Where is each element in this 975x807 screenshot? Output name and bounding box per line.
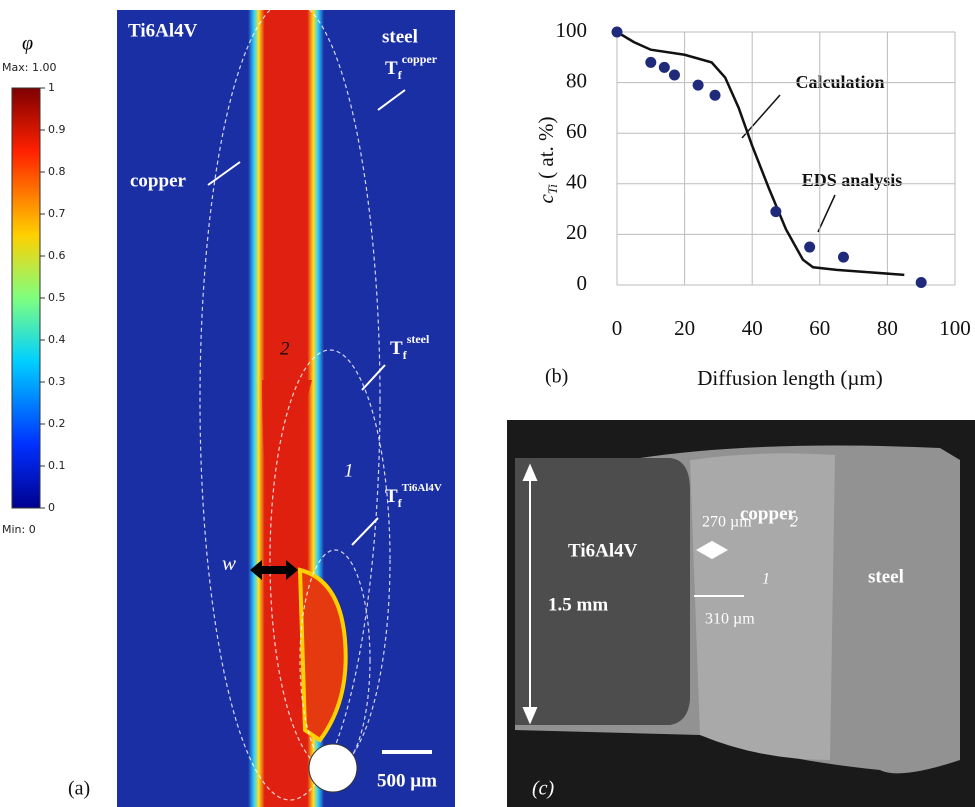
panel-a: φ Max: 1.00 Min: 0 0 0.1 0.2 0.3 0.4 0.5 0.6 0.… [2, 0, 455, 807]
colorbar-tick-label: 0.5 [48, 291, 66, 304]
y-tick-label: 0 [577, 271, 588, 295]
data-point [693, 80, 704, 91]
region-1: 1 [344, 460, 354, 481]
data-point [770, 206, 781, 217]
colorbar-ticks: 0 0.1 0.2 0.3 0.4 0.5 0.6 0.7 0.8 0.9 1 [40, 81, 66, 514]
x-tick-label: 80 [877, 316, 898, 340]
t: T [385, 486, 398, 507]
region-2: 2 [790, 514, 798, 531]
y-tick-label: 20 [566, 220, 587, 244]
y-tick-label: 40 [566, 170, 587, 194]
colorbar-tick-label: 1 [48, 81, 55, 94]
label-ti: Ti6Al4V [128, 20, 198, 41]
panel-b: (b) Diffusion length (µm) cTi ( at. %) C… [534, 18, 971, 390]
ti-zone [515, 458, 690, 725]
label-steel: steel [868, 566, 904, 587]
heat-source [309, 744, 357, 792]
data-point [612, 27, 623, 38]
colorbar [12, 88, 40, 508]
data-point [916, 277, 927, 288]
t: T [385, 58, 398, 79]
t-sup: steel [407, 332, 430, 346]
panel-label: (b) [545, 366, 568, 388]
x-tick-label: 60 [809, 316, 830, 340]
region-1: 1 [762, 571, 770, 588]
x-axis-label: Diffusion length (µm) [697, 366, 883, 390]
data-point [710, 90, 721, 101]
t-sup: Ti6Al4V [402, 482, 442, 494]
label-copper: copper [130, 170, 187, 191]
y-tick-label: 80 [566, 68, 587, 92]
colorbar-tick-label: 0.9 [48, 123, 66, 136]
panel-c: copper 270 µm 2 Ti6Al4V steel 1 1.5 mm 3… [507, 420, 975, 807]
colorbar-tick-label: 0 [48, 501, 55, 514]
annotation-arrows [742, 95, 835, 232]
region-2: 2 [280, 338, 290, 359]
data-point [645, 57, 656, 68]
y-tick-label: 60 [566, 119, 587, 143]
colorbar-max: Max: 1.00 [2, 61, 56, 74]
x-tick-label: 20 [674, 316, 695, 340]
width-copper: 270 µm [702, 514, 752, 531]
t: T [390, 338, 403, 359]
scale-bar: 500 µm [377, 770, 437, 791]
colorbar-min: Min: 0 [2, 523, 36, 536]
y-tick-label: 100 [556, 18, 588, 42]
data-point [669, 70, 680, 81]
width-bottom: 310 µm [705, 611, 755, 628]
x-tick-label: 40 [742, 316, 763, 340]
figure: φ Max: 1.00 Min: 0 0 0.1 0.2 0.3 0.4 0.5 0.6 0.… [0, 0, 975, 807]
y-label-rest: ( at. %) [534, 116, 558, 184]
x-tick-label: 100 [939, 316, 971, 340]
height: 1.5 mm [548, 594, 608, 615]
width-symbol: w [222, 551, 236, 575]
panel-label: (a) [68, 778, 90, 800]
t-sup: copper [402, 52, 438, 66]
colorbar-tick-label: 0.6 [48, 249, 66, 262]
panel-label: (c) [532, 778, 555, 800]
x-tick-label: 0 [612, 316, 623, 340]
label-steel: steel [382, 26, 418, 47]
data-point [659, 62, 670, 73]
colorbar-tick-label: 0.8 [48, 165, 66, 178]
data-point [804, 242, 815, 253]
colorbar-symbol: φ [22, 33, 33, 55]
colorbar-tick-label: 0.3 [48, 375, 66, 388]
y-label-sub: Ti [545, 184, 560, 195]
colorbar-tick-label: 0.7 [48, 207, 66, 220]
colorbar-tick-label: 0.4 [48, 333, 66, 346]
colorbar-tick-label: 0.2 [48, 417, 66, 430]
label-ti: Ti6Al4V [568, 540, 638, 561]
data-point [838, 252, 849, 263]
y-axis-label: cTi ( at. %) [534, 116, 560, 203]
colorbar-tick-label: 0.1 [48, 459, 66, 472]
copper-zone [690, 453, 835, 760]
